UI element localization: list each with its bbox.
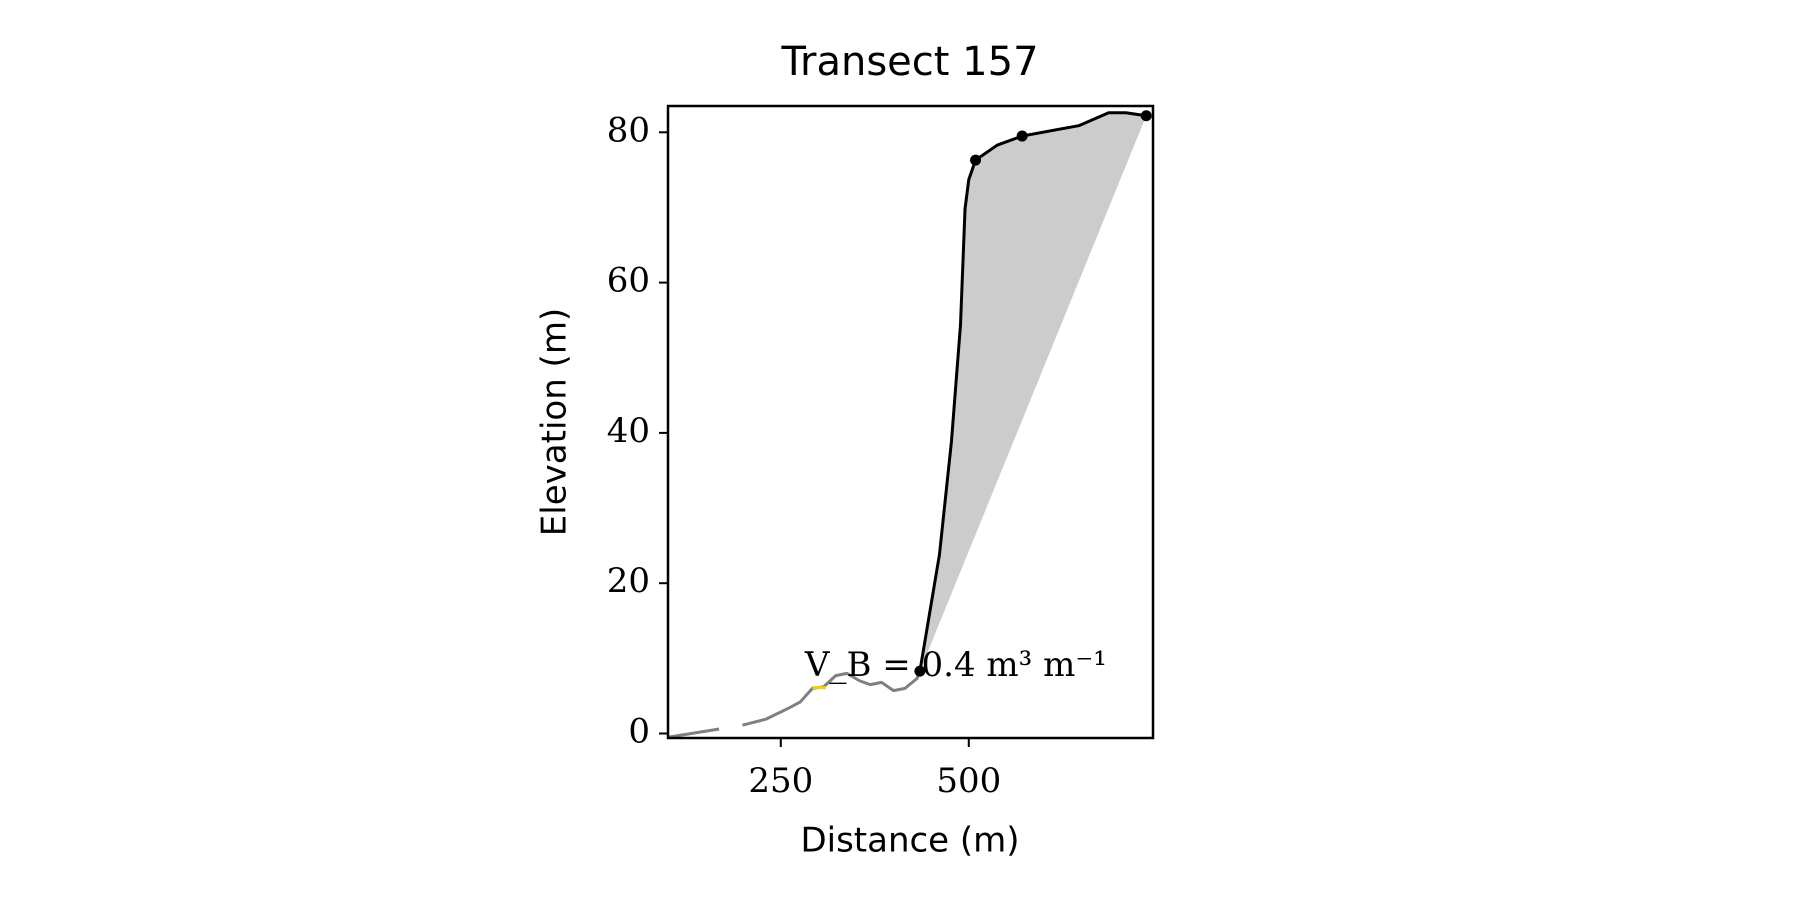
y-tick-label: 20 bbox=[607, 561, 650, 601]
y-axis-label: Elevation (m) bbox=[535, 308, 575, 536]
x-axis-label: Distance (m) bbox=[800, 821, 1019, 861]
x-tick-label: 250 bbox=[748, 761, 813, 801]
y-tick-label: 40 bbox=[607, 411, 650, 451]
y-tick-label: 0 bbox=[628, 711, 650, 751]
x-tick-label: 500 bbox=[936, 761, 1001, 801]
y-tick-label: 60 bbox=[607, 261, 650, 301]
chart-title: Transect 157 bbox=[780, 39, 1038, 85]
annotation: V_B = 0.4 m³ m⁻¹ bbox=[804, 645, 1107, 685]
profile-line bbox=[667, 670, 922, 739]
plot-frame bbox=[666, 104, 1155, 740]
point bbox=[914, 665, 926, 677]
y-tick-label: 80 bbox=[607, 110, 650, 150]
shaded-area bbox=[919, 112, 1147, 672]
point bbox=[970, 154, 982, 166]
point bbox=[1016, 130, 1028, 142]
point bbox=[1140, 110, 1152, 122]
